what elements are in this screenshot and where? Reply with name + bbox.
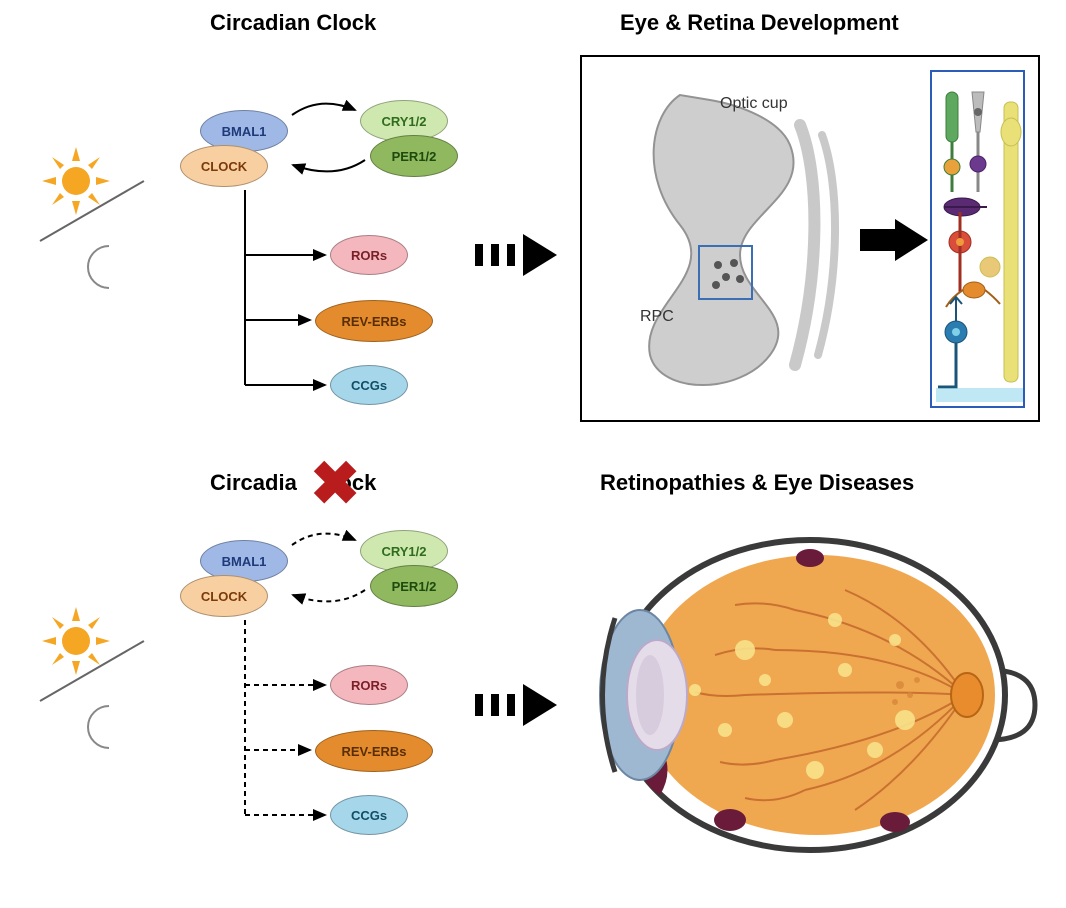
- node-reverb: REV-ERBs: [315, 300, 433, 342]
- day-night-divider-bottom: [40, 640, 145, 702]
- optic-cup-label: Optic cup: [720, 95, 788, 113]
- title-circadian-top: Circadian Clock: [210, 10, 376, 36]
- node-rors-bottom: RORs: [330, 665, 408, 705]
- moon-icon-bottom: [75, 700, 129, 754]
- diseased-eye-illustration: [595, 520, 1045, 860]
- rpc-label: RPC: [640, 308, 674, 326]
- rpc-box: [698, 245, 753, 300]
- title-retina-dev: Eye & Retina Development: [620, 10, 899, 36]
- day-night-divider: [40, 180, 145, 242]
- node-clock-bottom: CLOCK: [180, 575, 268, 617]
- title-retinopathies: Retinopathies & Eye Diseases: [600, 470, 914, 496]
- node-rors: RORs: [330, 235, 408, 275]
- dotted-arrow-top: [475, 230, 565, 280]
- moon-icon: [75, 240, 129, 294]
- x-mark-icon: ✖: [310, 454, 360, 514]
- title-circadian-bottom-pre: Circadia: [210, 470, 297, 495]
- dotted-arrow-bottom: [475, 680, 565, 730]
- retinal-cells-panel: [930, 70, 1025, 408]
- node-clock: CLOCK: [180, 145, 268, 187]
- node-per: PER1/2: [370, 135, 458, 177]
- node-ccgs: CCGs: [330, 365, 408, 405]
- node-reverb-bottom: REV-ERBs: [315, 730, 433, 772]
- node-per-bottom: PER1/2: [370, 565, 458, 607]
- node-ccgs-bottom: CCGs: [330, 795, 408, 835]
